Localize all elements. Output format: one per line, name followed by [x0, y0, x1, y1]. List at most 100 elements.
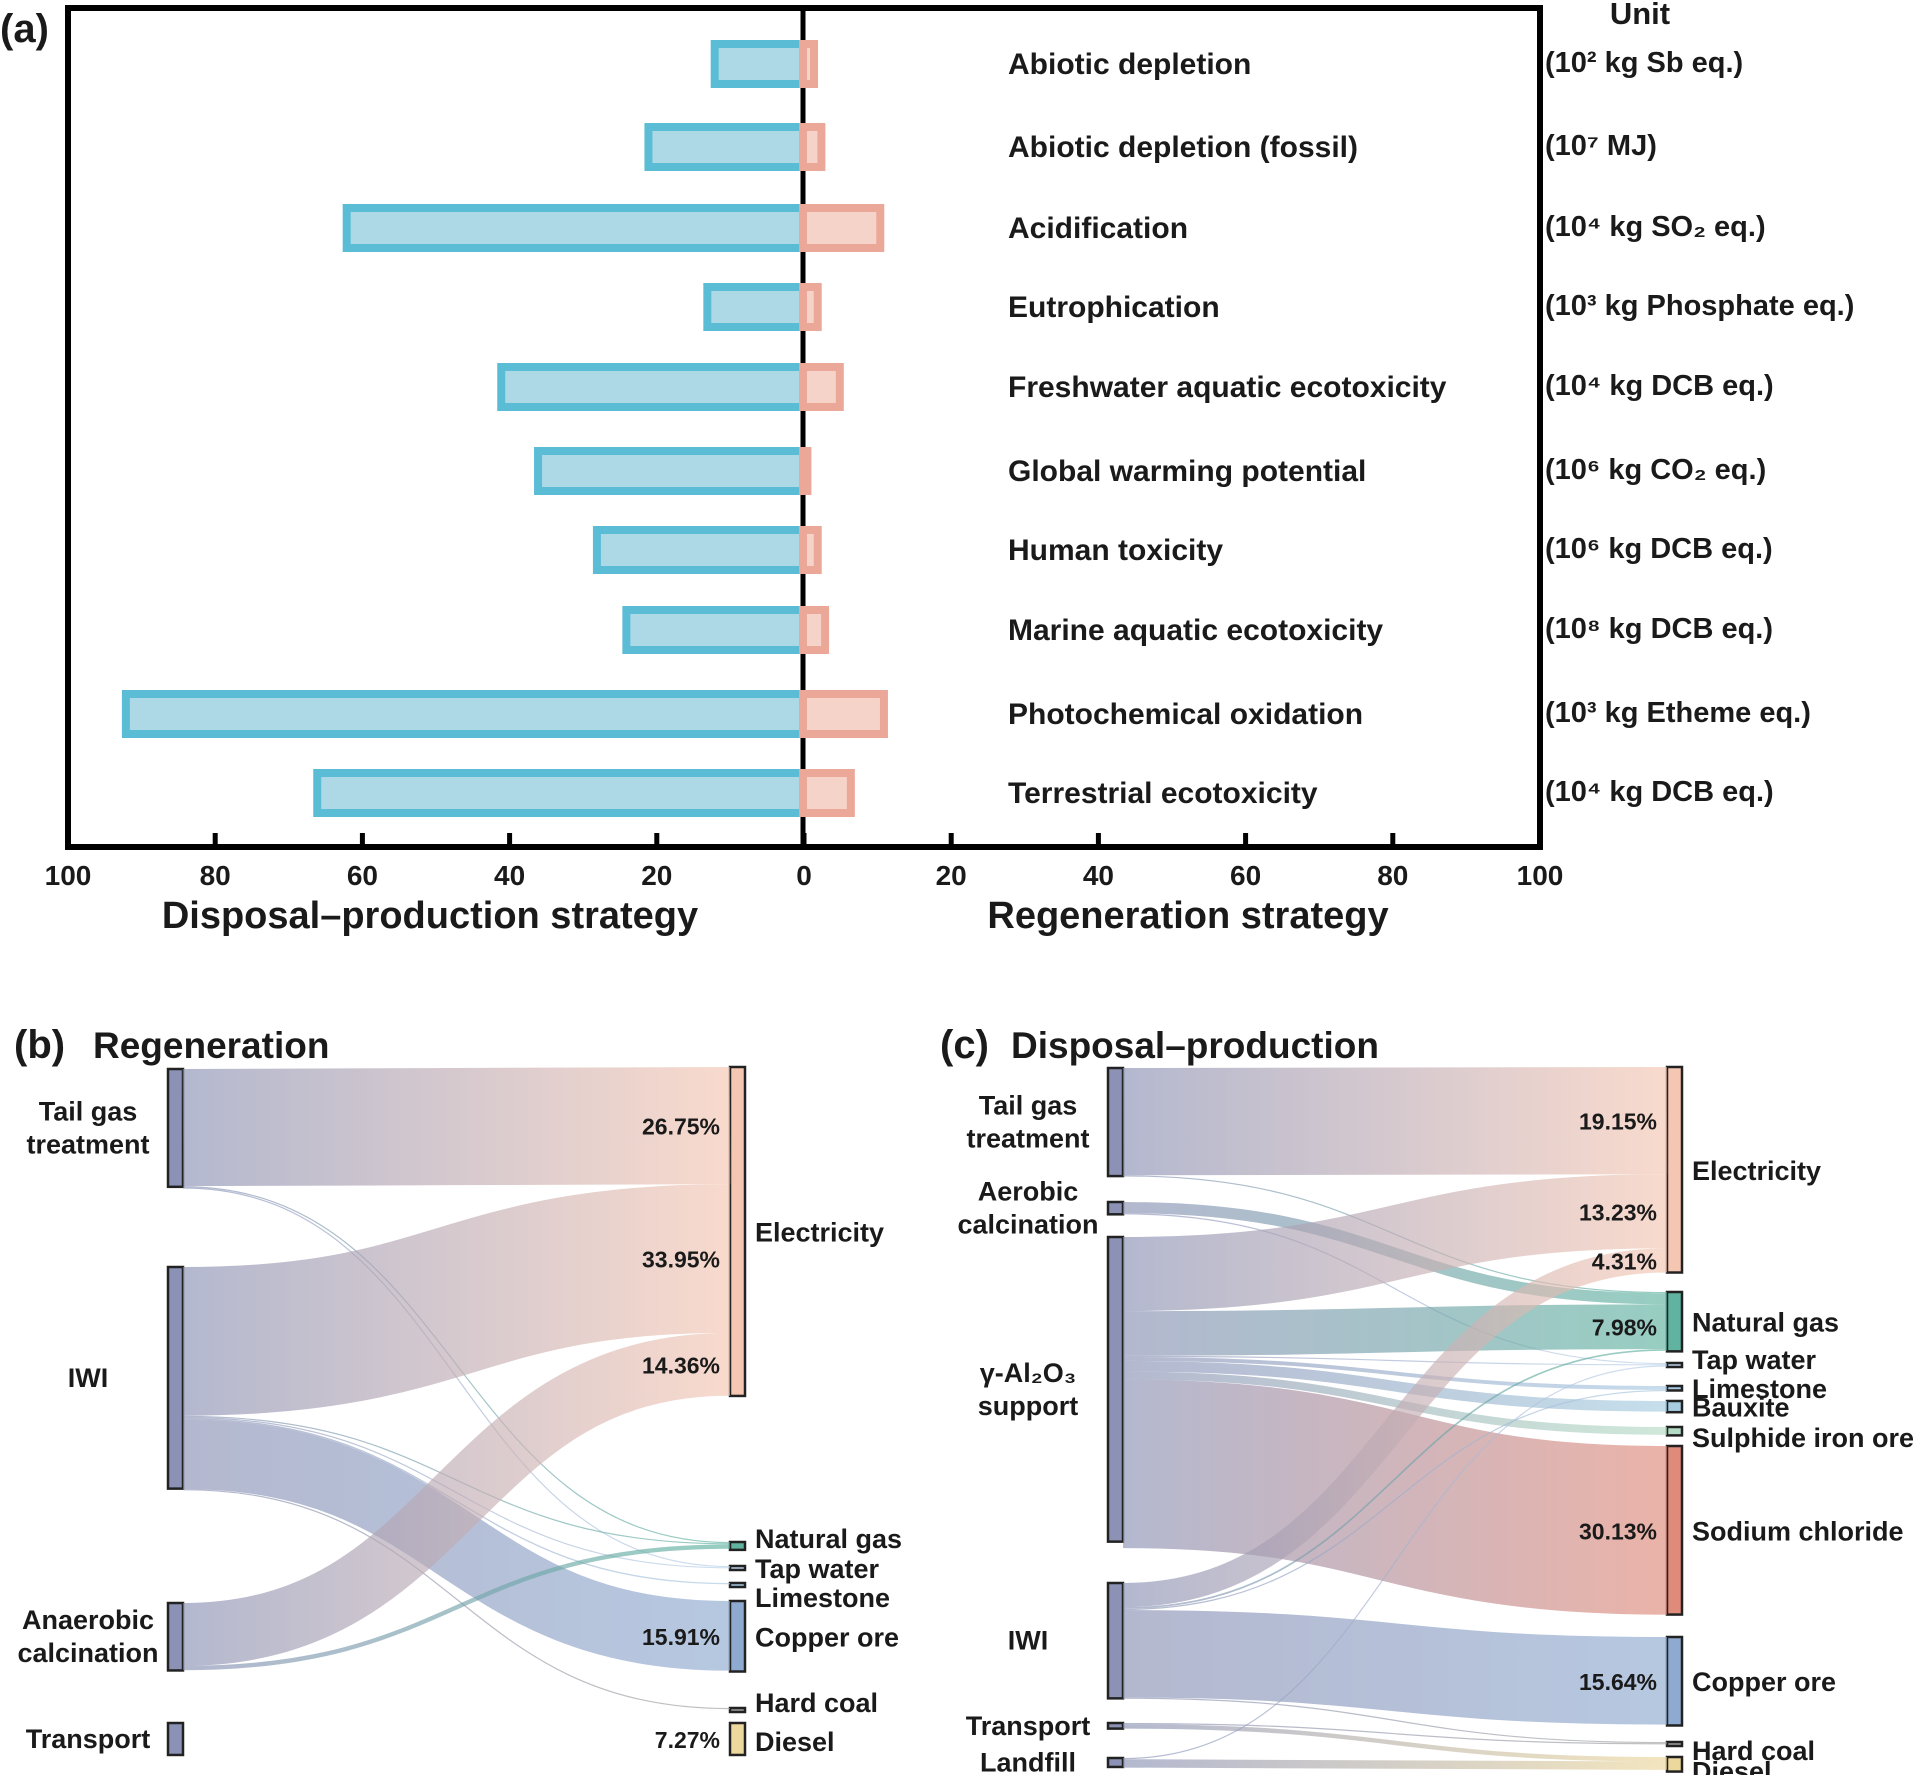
panel-title: Disposal–production	[1011, 1025, 1379, 1066]
source-label: Transport	[26, 1724, 151, 1754]
flow-percent-label: 13.23%	[1579, 1199, 1657, 1225]
flow-link	[1122, 1365, 1668, 1760]
x-tick-label: 80	[1377, 860, 1408, 891]
x-tick-label: 80	[200, 860, 231, 891]
unit-label: (10⁶ kg CO₂ eq.)	[1545, 454, 1766, 486]
label-line: treatment	[966, 1124, 1089, 1154]
flow-link	[1122, 1371, 1668, 1435]
panel-label-c: (c)	[940, 1023, 989, 1067]
source-label: Anaerobic calcination	[17, 1605, 158, 1668]
label-line: calcination	[957, 1210, 1098, 1240]
panel-label-a: (a)	[0, 7, 49, 51]
target-node	[728, 1065, 747, 1398]
target-node	[1665, 1740, 1684, 1748]
category-label: Global warming potential	[1008, 455, 1366, 488]
source-label: Transport	[966, 1711, 1091, 1741]
target-node	[1665, 1290, 1684, 1353]
bar-regeneration-4	[799, 363, 844, 411]
unit-label: (10⁴ kg SO₂ eq.)	[1545, 211, 1766, 243]
flow-link	[182, 1544, 731, 1671]
panel-label-b: (b)	[14, 1023, 65, 1067]
target-node	[728, 1581, 747, 1589]
x-tick-label: 60	[1230, 860, 1261, 891]
source-node	[166, 1601, 185, 1672]
category-label: Photochemical oxidation	[1008, 698, 1363, 731]
target-node	[728, 1721, 747, 1757]
category-label: Marine aquatic ecotoxicity	[1008, 614, 1383, 647]
label-line: Tail gas	[979, 1091, 1078, 1121]
flow-percent-label: 7.27%	[655, 1727, 720, 1753]
target-label: Limestone	[1692, 1374, 1827, 1404]
label-line: IWI	[1008, 1626, 1049, 1656]
label-line: Anaerobic	[22, 1605, 154, 1635]
x-tick-label: 20	[641, 860, 672, 891]
target-node	[728, 1540, 747, 1552]
x-axis-label-left: Disposal–production strategy	[162, 895, 698, 937]
flow-link	[1122, 1724, 1668, 1762]
bar-regeneration-9	[799, 769, 855, 817]
panel-a-butterfly-chart: (a) Abiotic depletion (10² kg Sb eq.) Abiot…	[0, 0, 1854, 937]
panel-c-sankey: (c) Disposal–production Tail gas treatment A…	[940, 1023, 1914, 1775]
flow-percent-label: 7.98%	[1592, 1315, 1657, 1341]
unit-label: (10³ kg Phosphate eq.)	[1545, 290, 1854, 322]
target-label: Tap water	[1692, 1345, 1817, 1375]
label-line: calcination	[17, 1638, 158, 1668]
bar-disposal-9	[313, 769, 807, 817]
x-tick-label: 100	[1517, 860, 1564, 891]
label-line: Transport	[966, 1711, 1091, 1741]
target-label: Sodium chloride	[1692, 1516, 1904, 1546]
x-tick-label: 40	[1083, 860, 1114, 891]
target-label: Electricity	[1692, 1156, 1821, 1186]
unit-label: (10⁸ kg DCB eq.)	[1545, 613, 1773, 645]
bar-disposal-2	[342, 204, 807, 252]
target-label: Hard coal	[755, 1688, 878, 1718]
source-label: IWI	[1008, 1626, 1049, 1656]
target-label: Electricity	[755, 1217, 884, 1247]
unit-label: (10³ kg Etheme eq.)	[1545, 697, 1811, 729]
flow-link	[1122, 1360, 1668, 1412]
bar-regeneration-0	[799, 40, 819, 88]
label-line: γ-Al₂O₃	[980, 1358, 1077, 1388]
flow-link	[1122, 1067, 1668, 1176]
source-label: IWI	[68, 1363, 109, 1393]
label-line: IWI	[68, 1363, 109, 1393]
unit-header: Unit	[1610, 0, 1670, 31]
source-node	[1106, 1066, 1125, 1178]
source-node	[166, 1265, 185, 1490]
category-label: Acidification	[1008, 212, 1188, 245]
target-label: Diesel	[755, 1727, 835, 1757]
flow-link	[182, 1332, 731, 1666]
source-node	[1106, 1235, 1125, 1543]
category-label: Freshwater aquatic ecotoxicity	[1008, 371, 1447, 404]
target-node	[1665, 1361, 1684, 1369]
target-node	[1665, 1399, 1684, 1414]
target-node	[1665, 1635, 1684, 1727]
flow-link	[182, 1184, 731, 1416]
panel-b-sankey: (b) Regeneration Tail gas treatment IWI Anaer…	[14, 1023, 902, 1757]
flow-link	[182, 1419, 731, 1671]
flow-percent-label: 15.91%	[642, 1624, 720, 1650]
flow-link	[1122, 1379, 1668, 1615]
bar-regeneration-2	[799, 204, 885, 252]
source-node	[1106, 1200, 1125, 1216]
bar-disposal-8	[121, 690, 807, 738]
flow-link	[182, 1489, 731, 1710]
label-line: Transport	[26, 1724, 151, 1754]
target-label: Diesel	[1692, 1756, 1772, 1775]
label-line: treatment	[26, 1129, 149, 1159]
target-label: Natural gas	[1692, 1308, 1839, 1338]
label-line: Landfill	[980, 1747, 1076, 1775]
flow-link	[1122, 1349, 1668, 1609]
x-tick-label: 0	[796, 860, 812, 891]
target-node	[1665, 1065, 1684, 1274]
unit-label: (10⁷ MJ)	[1545, 130, 1657, 162]
source-node	[166, 1721, 185, 1757]
flow-percent-label: 26.75%	[642, 1114, 720, 1140]
target-node	[728, 1706, 747, 1714]
bar-regeneration-6	[799, 526, 822, 574]
source-node	[1106, 1721, 1125, 1730]
target-label: Sulphide iron ore	[1692, 1423, 1914, 1453]
bar-regeneration-8	[799, 690, 888, 738]
source-label: Tail gas treatment	[966, 1091, 1089, 1154]
